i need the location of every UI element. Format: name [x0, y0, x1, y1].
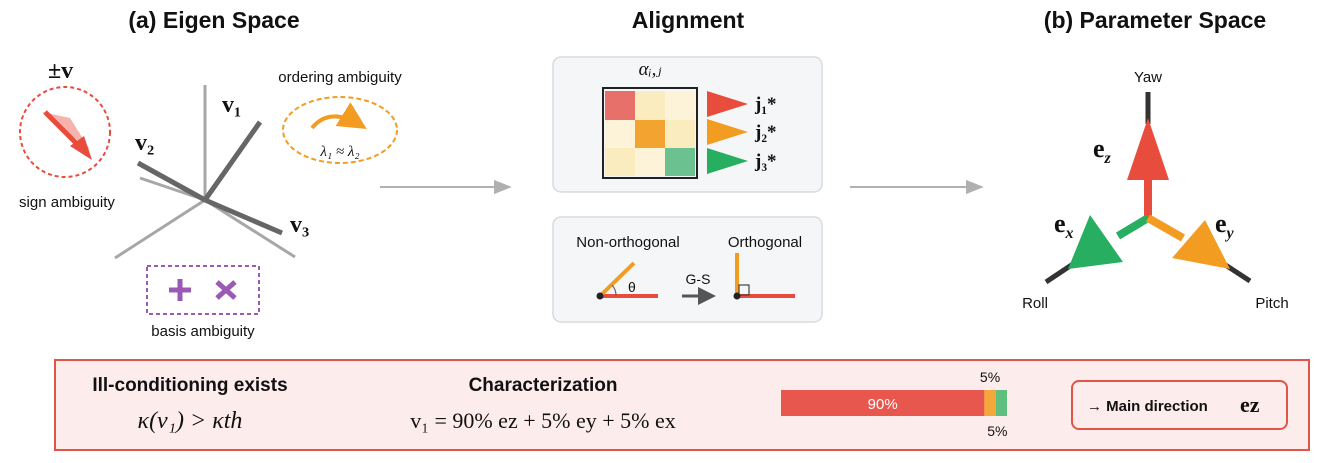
bar-label-ex: 5% [987, 423, 1007, 439]
swap-arrow-icon [310, 102, 367, 130]
matrix-cell [605, 120, 635, 148]
gs-arrow-icon [698, 287, 716, 305]
eigenvector-v3 [204, 197, 283, 236]
bar-segment-ex [995, 390, 1007, 416]
alignment-panel: αᵢ,ⱼ j₁* j₂* j₃* Non-orthogonal Orthogon… [552, 56, 823, 323]
ill-conditioning-math: κ(v₁) > κth [138, 408, 243, 434]
ey-shaft [1146, 214, 1185, 242]
j1-cone-icon [707, 91, 748, 117]
matrix-frame [602, 87, 698, 179]
ez-arrow-icon [1127, 118, 1169, 180]
gram-schmidt-panel [552, 216, 823, 323]
v3-label: v₃ [290, 212, 309, 238]
j2-cone-icon [707, 119, 748, 145]
non-orthogonal-label: Non-orthogonal [576, 234, 679, 251]
j2-label: j₂* [754, 122, 777, 143]
nonorth-origin [596, 292, 604, 300]
sign-ambiguity-circle [19, 86, 111, 178]
theta-arc [611, 284, 617, 297]
ey-arrow-icon [1172, 220, 1230, 269]
matrix-cell [635, 91, 665, 120]
ex-label: ex [1054, 209, 1074, 242]
bar-segment-ey [984, 390, 996, 416]
j3-label: j₃* [754, 151, 777, 172]
bar-segment-ez [781, 390, 985, 416]
plus-icon [169, 279, 191, 301]
roll-label: Roll [1022, 295, 1048, 312]
matrix-cell [665, 91, 695, 120]
ordering-math: λ₁ ≈ λ₂ [319, 144, 359, 160]
alignment-matrix [602, 87, 698, 179]
alignment-title: Alignment [632, 7, 745, 33]
ill-conditioning-title: Ill-conditioning exists [92, 375, 287, 396]
v2-label: v₂ [135, 130, 154, 156]
main-direction-box [1071, 380, 1288, 430]
gs-label: G-S [686, 271, 711, 287]
bottom-banner: Ill-conditioning exists κ(v₁) > κth Char… [54, 359, 1310, 451]
orthogonal-label: Orthogonal [728, 234, 802, 251]
matrix-cell [635, 120, 665, 148]
pitch-label: Pitch [1255, 295, 1288, 312]
ex-shaft [1115, 214, 1151, 240]
matrix-cell [665, 120, 695, 148]
sign-arrow-icon [70, 136, 92, 160]
matrix-cell [605, 148, 635, 176]
ex-arrow-icon [1068, 215, 1123, 269]
sign-ambiguity-label: sign ambiguity [19, 194, 115, 211]
matrix-cell [605, 91, 635, 120]
characterization-title: Characterization [469, 375, 618, 396]
alpha-label: αᵢ,ⱼ [639, 59, 662, 80]
basis-ambiguity-label: basis ambiguity [151, 323, 255, 340]
ordering-ambiguity-label: ordering ambiguity [278, 69, 402, 86]
v1-label: v₁ [222, 92, 241, 118]
eigen-space-title: (a) Eigen Space [128, 7, 299, 33]
matrix-cell [665, 148, 695, 176]
eigen-space-panel: ±v sign ambiguity v₁ v₂ v₃ ordering ambi… [19, 58, 402, 340]
right-angle-icon [738, 284, 750, 296]
roll-axis [1044, 261, 1075, 285]
parameter-space-title: (b) Parameter Space [1044, 7, 1266, 33]
eigenvector-v1 [202, 120, 263, 202]
nonorth-angled-vector [598, 261, 636, 298]
ez-label: ez [1093, 134, 1112, 167]
characterization-math: v₁ = 90% ez + 5% ey + 5% ex [410, 408, 675, 433]
main-direction-vector: ez [1240, 392, 1260, 417]
orth-origin [733, 292, 741, 300]
times-icon [215, 280, 237, 300]
plus-minus-v-label: ±v [48, 58, 73, 84]
axis-lower-right [204, 198, 296, 259]
contribution-bar: 90% 5% 5% [781, 369, 1007, 439]
sign-vector-shaft [43, 110, 80, 147]
basis-ambiguity-box [146, 265, 260, 315]
bar-label-ey: 5% [980, 369, 1000, 385]
axis-lower-left [114, 198, 206, 260]
j1-label: j₁* [754, 94, 777, 115]
j3-cone-icon [707, 148, 748, 174]
theta-label: θ [628, 279, 636, 295]
bar-label-ez: 90% [868, 396, 898, 413]
matrix-cell [635, 148, 665, 176]
ordering-ambiguity-ellipse [282, 96, 398, 164]
eigenvector-v2 [136, 160, 207, 203]
main-direction-label: → Main direction [1087, 398, 1208, 415]
parameter-space-panel: Yaw Roll Pitch ez ex ey [1022, 69, 1289, 312]
ey-label: ey [1215, 209, 1235, 242]
yaw-label: Yaw [1134, 69, 1162, 86]
